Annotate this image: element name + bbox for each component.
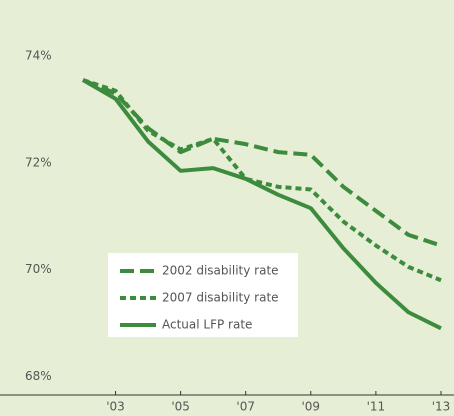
y-tick-label: 72% bbox=[25, 155, 52, 169]
x-tick-label: '11 bbox=[367, 400, 386, 414]
x-tick-label: '05 bbox=[171, 400, 190, 414]
legend-label: Actual LFP rate bbox=[162, 318, 252, 332]
legend-label: 2007 disability rate bbox=[162, 291, 279, 305]
series-line bbox=[81, 78, 442, 331]
y-tick-label: 68% bbox=[25, 369, 52, 383]
legend-label: 2002 disability rate bbox=[162, 264, 279, 278]
x-tick-label: '09 bbox=[302, 400, 321, 414]
x-tick-label: '07 bbox=[236, 400, 255, 414]
x-tick-label: '13 bbox=[432, 400, 451, 414]
x-tick-label: '03 bbox=[106, 400, 125, 414]
y-tick-label: 70% bbox=[25, 262, 52, 276]
series-line bbox=[82, 78, 442, 283]
y-tick-label: 74% bbox=[25, 49, 52, 63]
series-line bbox=[82, 78, 442, 248]
